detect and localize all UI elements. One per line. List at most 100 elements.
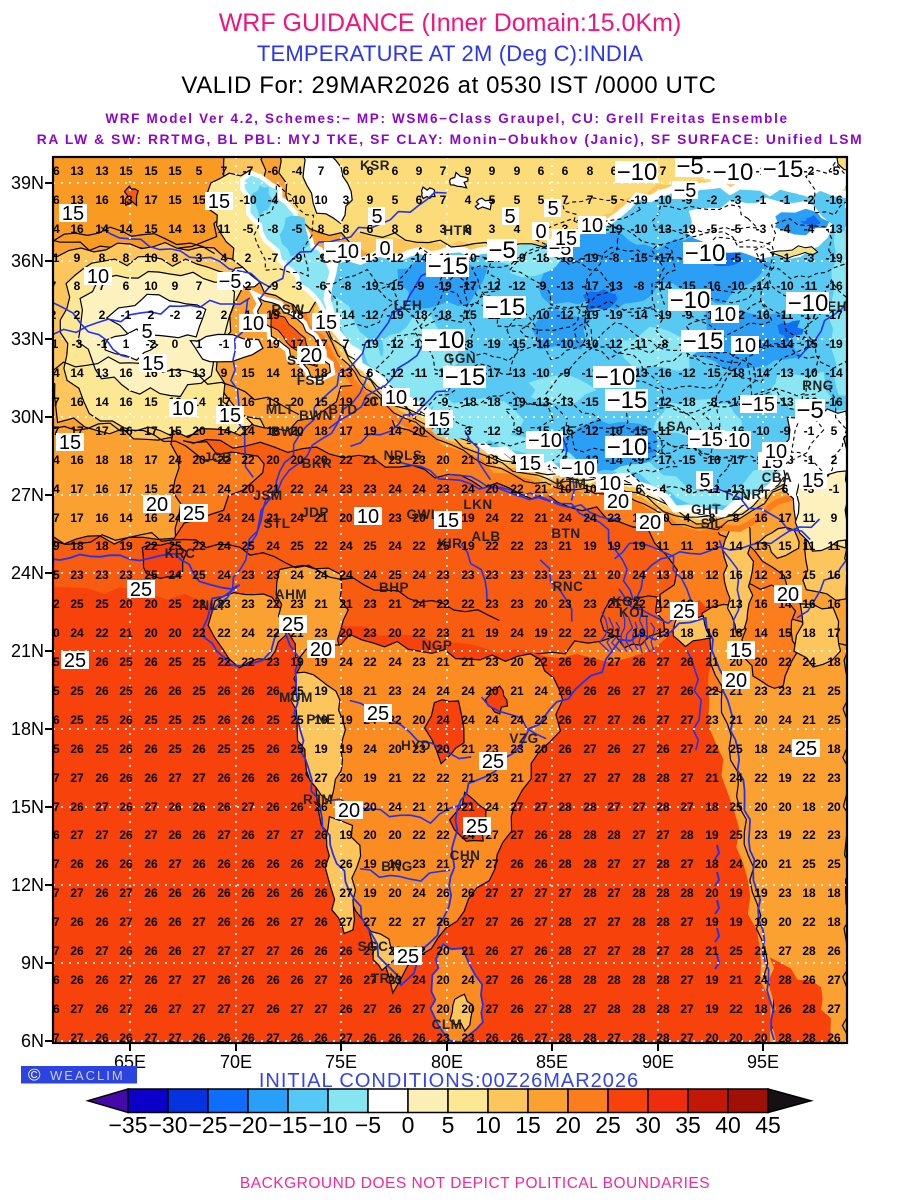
svg-text:NGP: NGP xyxy=(422,638,453,653)
svg-text:7: 7 xyxy=(440,193,447,207)
svg-text:7: 7 xyxy=(221,164,228,178)
svg-text:20: 20 xyxy=(168,626,182,640)
svg-text:28: 28 xyxy=(656,771,670,785)
svg-text:26: 26 xyxy=(314,828,328,842)
svg-text:28: 28 xyxy=(558,944,572,958)
svg-text:26: 26 xyxy=(412,1031,426,1045)
svg-text:23: 23 xyxy=(388,684,402,698)
svg-text:22: 22 xyxy=(705,742,719,756)
svg-text:-17: -17 xyxy=(654,453,672,467)
svg-text:26: 26 xyxy=(46,828,60,842)
svg-text:27: 27 xyxy=(363,915,377,929)
svg-text:28: 28 xyxy=(632,915,646,929)
svg-text:23: 23 xyxy=(534,539,548,553)
svg-text:-9: -9 xyxy=(560,366,571,380)
svg-text:20: 20 xyxy=(266,453,280,467)
svg-text:26: 26 xyxy=(607,742,621,756)
svg-text:5: 5 xyxy=(371,206,382,228)
svg-text:26: 26 xyxy=(70,800,84,814)
svg-text:26: 26 xyxy=(241,886,255,900)
svg-text:13: 13 xyxy=(729,597,743,611)
svg-text:23: 23 xyxy=(534,568,548,582)
svg-text:11: 11 xyxy=(657,539,670,553)
svg-text:27: 27 xyxy=(680,915,694,929)
svg-text:21: 21 xyxy=(339,597,353,611)
svg-text:9N: 9N xyxy=(21,953,44,973)
svg-text:26: 26 xyxy=(144,915,158,929)
svg-text:22: 22 xyxy=(217,626,231,640)
svg-text:20: 20 xyxy=(290,395,304,409)
svg-text:28: 28 xyxy=(802,1002,816,1016)
svg-text:−5: −5 xyxy=(219,271,242,293)
svg-text:10: 10 xyxy=(385,387,407,409)
svg-text:-17: -17 xyxy=(825,308,843,322)
svg-text:20: 20 xyxy=(144,597,158,611)
svg-text:4: 4 xyxy=(684,511,691,525)
svg-text:26: 26 xyxy=(656,742,670,756)
svg-text:14: 14 xyxy=(46,482,60,496)
svg-text:21: 21 xyxy=(461,800,475,814)
svg-text:20: 20 xyxy=(46,626,60,640)
svg-text:28: 28 xyxy=(632,771,646,785)
svg-text:26: 26 xyxy=(534,857,548,871)
svg-text:27: 27 xyxy=(192,771,206,785)
svg-text:24: 24 xyxy=(534,684,548,698)
svg-text:24: 24 xyxy=(314,568,328,582)
svg-text:7: 7 xyxy=(562,193,569,207)
svg-text:-14: -14 xyxy=(532,337,550,351)
svg-text:24: 24 xyxy=(339,655,353,669)
svg-text:15: 15 xyxy=(219,405,241,427)
svg-text:-4: -4 xyxy=(268,193,279,207)
svg-text:14: 14 xyxy=(266,366,280,380)
svg-text:6: 6 xyxy=(123,279,130,293)
svg-text:TRV: TRV xyxy=(371,971,399,986)
svg-text:25: 25 xyxy=(397,946,419,968)
svg-text:26: 26 xyxy=(363,1031,377,1045)
svg-text:25: 25 xyxy=(130,579,152,601)
svg-text:24: 24 xyxy=(217,539,231,553)
svg-text:20: 20 xyxy=(461,1002,475,1016)
svg-text:27: 27 xyxy=(632,857,646,871)
svg-text:27: 27 xyxy=(534,771,548,785)
svg-text:25: 25 xyxy=(192,713,206,727)
svg-text:26: 26 xyxy=(46,973,60,987)
svg-text:16: 16 xyxy=(70,222,84,236)
svg-text:21: 21 xyxy=(705,944,719,958)
svg-text:-17: -17 xyxy=(459,279,477,293)
svg-text:23: 23 xyxy=(754,684,768,698)
svg-text:8: 8 xyxy=(99,251,106,265)
svg-text:-16: -16 xyxy=(825,395,843,409)
svg-text:-4: -4 xyxy=(292,164,303,178)
svg-text:25: 25 xyxy=(70,597,84,611)
svg-text:27: 27 xyxy=(412,915,426,929)
svg-text:21: 21 xyxy=(729,713,743,727)
svg-text:90E: 90E xyxy=(642,1052,674,1072)
svg-text:26: 26 xyxy=(461,886,475,900)
svg-text:26: 26 xyxy=(339,944,353,958)
svg-text:10: 10 xyxy=(475,1112,501,1138)
svg-text:21: 21 xyxy=(583,568,597,582)
svg-text:26: 26 xyxy=(241,713,255,727)
svg-text:28: 28 xyxy=(558,800,572,814)
svg-text:BKR: BKR xyxy=(302,456,333,471)
svg-text:26: 26 xyxy=(290,973,304,987)
svg-text:27: 27 xyxy=(534,915,548,929)
svg-text:5: 5 xyxy=(392,193,399,207)
svg-text:−10: −10 xyxy=(713,159,754,186)
svg-text:27: 27 xyxy=(339,1031,353,1045)
svg-text:18: 18 xyxy=(95,453,109,467)
svg-text:TEMPERATURE AT 2M (Deg C):INDI: TEMPERATURE AT 2M (Deg C):INDIA xyxy=(257,41,643,66)
svg-text:27: 27 xyxy=(95,944,109,958)
svg-text:8: 8 xyxy=(74,279,81,293)
svg-text:−10: −10 xyxy=(424,327,465,354)
svg-text:70E: 70E xyxy=(220,1052,252,1072)
svg-text:-2: -2 xyxy=(804,193,815,207)
svg-text:25: 25 xyxy=(168,655,182,669)
svg-text:25: 25 xyxy=(217,742,231,756)
svg-text:25: 25 xyxy=(168,539,182,553)
svg-text:25: 25 xyxy=(64,650,86,672)
svg-text:27: 27 xyxy=(217,1002,231,1016)
svg-text:PNE: PNE xyxy=(306,712,335,727)
svg-text:28: 28 xyxy=(778,1031,792,1045)
svg-text:MLT: MLT xyxy=(266,402,294,417)
